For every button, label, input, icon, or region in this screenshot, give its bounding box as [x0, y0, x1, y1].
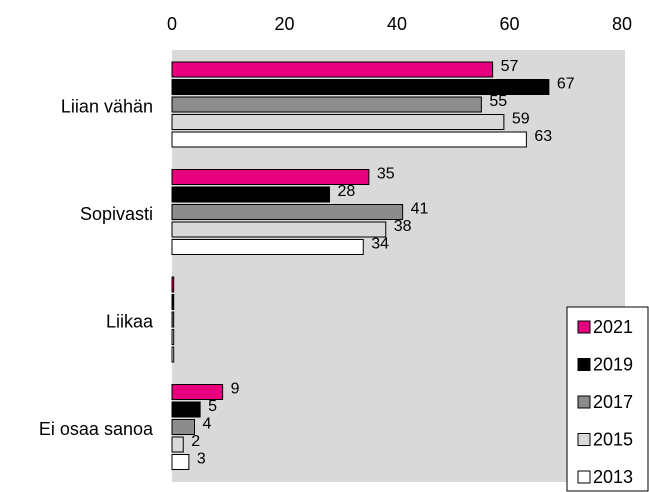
data-label: 55	[489, 93, 507, 110]
bar	[171, 221, 387, 238]
x-tick-label: 0	[167, 14, 177, 34]
legend-swatch	[577, 358, 591, 371]
bar	[171, 454, 190, 470]
bar	[171, 401, 201, 418]
bar	[171, 311, 175, 328]
data-label: 63	[534, 128, 552, 145]
x-tick-label: 40	[387, 14, 407, 34]
legend-swatch	[577, 320, 591, 334]
bar	[171, 436, 184, 453]
data-label: 2	[191, 433, 200, 450]
x-tick-label: 20	[274, 14, 294, 34]
legend-swatch	[577, 395, 591, 409]
bar	[171, 114, 505, 130]
bar	[171, 329, 175, 345]
data-label: 35	[377, 166, 395, 183]
bar	[171, 61, 494, 78]
data-label: 38	[394, 218, 412, 235]
bar	[171, 186, 330, 203]
category-label: Sopivasti	[80, 204, 153, 224]
bar	[171, 131, 527, 148]
legend-label: 2013	[593, 467, 633, 487]
x-tick-label: 80	[612, 14, 632, 34]
legend-swatch	[577, 470, 591, 484]
data-label: 4	[203, 416, 212, 433]
bar	[171, 239, 364, 255]
data-label: 57	[501, 58, 519, 75]
bar	[171, 169, 370, 185]
data-label: 9	[231, 381, 240, 398]
legend-label: 2017	[593, 392, 633, 412]
data-label: 41	[411, 201, 429, 218]
bar	[171, 276, 175, 293]
category-label: Liikaa	[106, 311, 154, 331]
data-label: 5	[208, 398, 217, 415]
bar	[171, 384, 224, 400]
bar	[171, 96, 482, 113]
category-label: Liian vähän	[61, 96, 153, 116]
legend-label: 2019	[593, 354, 633, 374]
legend-label: 2015	[593, 429, 633, 449]
bar	[171, 204, 404, 220]
bar	[171, 79, 550, 95]
legend-swatch	[577, 433, 591, 446]
data-label: 3	[197, 451, 206, 468]
legend-label: 2021	[593, 317, 633, 337]
data-label: 34	[371, 236, 389, 253]
data-label: 67	[557, 76, 575, 93]
category-label: Ei osaa sanoa	[39, 419, 154, 439]
data-label: 28	[338, 183, 356, 200]
bar	[171, 294, 175, 310]
data-label: 59	[512, 111, 530, 128]
bar	[171, 419, 195, 435]
x-tick-label: 60	[499, 14, 519, 34]
bar	[171, 346, 175, 363]
